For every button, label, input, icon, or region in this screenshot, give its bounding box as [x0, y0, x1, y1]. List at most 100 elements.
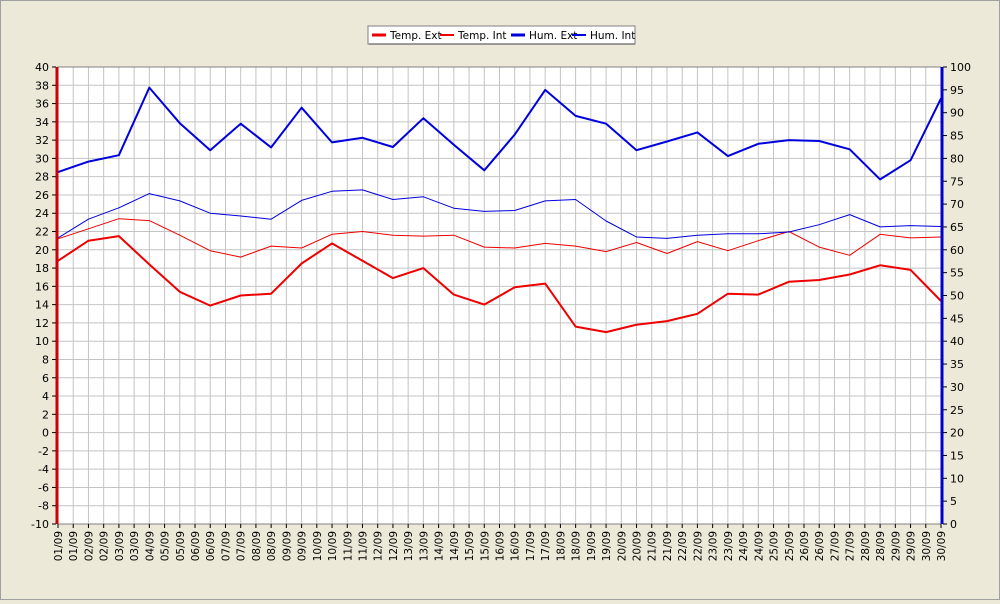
x-tick-label: 10/09 [312, 531, 324, 561]
x-tick-label: 23/09 [708, 531, 720, 561]
x-tick-label: 23/09 [723, 531, 735, 561]
y2-tick-label: 100 [950, 61, 971, 74]
x-tick-label: 19/09 [586, 531, 598, 561]
y2-tick-label: 15 [950, 449, 964, 462]
x-tick-label: 30/09 [936, 531, 948, 561]
x-tick-label: 13/09 [403, 531, 415, 561]
y-tick-label: 34 [35, 116, 49, 129]
y2-tick-label: 90 [950, 107, 964, 120]
y2-tick-label: 50 [950, 290, 964, 303]
x-tick-label: 28/09 [860, 531, 872, 561]
y2-tick-label: 65 [950, 221, 964, 234]
y-tick-label: 12 [35, 317, 49, 330]
y2-tick-label: 0 [950, 518, 957, 531]
x-tick-label: 11/09 [357, 531, 369, 561]
y-tick-label: 40 [35, 61, 49, 74]
y-tick-label: 6 [42, 372, 49, 385]
y-tick-label: 14 [35, 299, 49, 312]
x-tick-label: 08/09 [266, 531, 278, 561]
x-tick-label: 04/09 [144, 531, 156, 561]
x-tick-label: 02/09 [99, 531, 111, 561]
x-tick-label: 26/09 [814, 531, 826, 561]
y-tick-label: 16 [35, 280, 49, 293]
y-tick-label: -4 [38, 463, 49, 476]
x-tick-label: 17/09 [540, 531, 552, 561]
x-tick-label: 01/09 [53, 531, 65, 561]
y2-tick-label: 85 [950, 130, 964, 143]
y-tick-label: 18 [35, 262, 49, 275]
y2-tick-label: 10 [950, 472, 964, 485]
x-tick-label: 29/09 [906, 531, 918, 561]
legend-label-temp-ext: Temp. Ext [389, 30, 442, 42]
y-tick-label: 24 [35, 207, 49, 220]
y2-tick-label: 55 [950, 267, 964, 280]
x-tick-label: 27/09 [829, 531, 841, 561]
y-tick-label: 28 [35, 171, 49, 184]
y2-tick-label: 60 [950, 244, 964, 257]
y2-tick-label: 20 [950, 427, 964, 440]
x-tick-label: 29/09 [890, 531, 902, 561]
x-tick-label: 08/09 [251, 531, 263, 561]
x-tick-label: 24/09 [753, 531, 765, 561]
x-tick-label: 22/09 [677, 531, 689, 561]
x-tick-label: 07/09 [220, 531, 232, 561]
y-tick-label: 26 [35, 189, 49, 202]
y-tick-label: 30 [35, 152, 49, 165]
x-tick-label: 09/09 [297, 531, 309, 561]
y-tick-label: 36 [35, 98, 49, 111]
y2-tick-label: 70 [950, 198, 964, 211]
x-tick-label: 25/09 [784, 531, 796, 561]
x-tick-label: 24/09 [738, 531, 750, 561]
x-tick-label: 27/09 [845, 531, 857, 561]
x-tick-label: 14/09 [434, 531, 446, 561]
y-tick-label: 10 [35, 335, 49, 348]
x-tick-label: 16/09 [510, 531, 522, 561]
x-tick-label: 21/09 [662, 531, 674, 561]
legend-label-hum-int: Hum. Int [590, 30, 635, 42]
y-tick-label: -8 [38, 500, 49, 513]
y-tick-label: 20 [35, 244, 49, 257]
x-tick-label: 15/09 [479, 531, 491, 561]
x-tick-label: 16/09 [495, 531, 507, 561]
y2-tick-label: 5 [950, 495, 957, 508]
y-tick-label: 22 [35, 226, 49, 239]
y2-tick-label: 35 [950, 358, 964, 371]
y-tick-label: 38 [35, 79, 49, 92]
x-tick-label: 09/09 [281, 531, 293, 561]
x-tick-label: 26/09 [799, 531, 811, 561]
y-tick-label: 32 [35, 134, 49, 147]
y2-tick-label: 25 [950, 404, 964, 417]
y-tick-label: -10 [31, 518, 49, 531]
x-tick-label: 21/09 [647, 531, 659, 561]
x-tick-label: 06/09 [205, 531, 217, 561]
x-tick-label: 20/09 [632, 531, 644, 561]
x-tick-label: 30/09 [921, 531, 933, 561]
x-tick-label: 13/09 [418, 531, 430, 561]
x-tick-label: 07/09 [236, 531, 248, 561]
legend-label-hum-ext: Hum. Ext [529, 30, 577, 42]
x-tick-label: 01/09 [68, 531, 80, 561]
y2-tick-label: 30 [950, 381, 964, 394]
x-tick-label: 22/09 [692, 531, 704, 561]
y-tick-label: 8 [42, 353, 49, 366]
x-tick-label: 25/09 [769, 531, 781, 561]
x-tick-label: 19/09 [601, 531, 613, 561]
y-tick-label: 4 [42, 390, 49, 403]
x-tick-label: 03/09 [114, 531, 126, 561]
x-tick-label: 12/09 [388, 531, 400, 561]
y-tick-label: 0 [42, 427, 49, 440]
x-tick-label: 10/09 [327, 531, 339, 561]
x-tick-label: 05/09 [175, 531, 187, 561]
x-tick-label: 20/09 [616, 531, 628, 561]
x-tick-label: 03/09 [129, 531, 141, 561]
y2-tick-label: 75 [950, 175, 964, 188]
y-tick-label: -6 [38, 481, 49, 494]
x-tick-label: 15/09 [464, 531, 476, 561]
x-tick-label: 14/09 [449, 531, 461, 561]
x-tick-label: 28/09 [875, 531, 887, 561]
y2-tick-label: 80 [950, 152, 964, 165]
y2-tick-label: 40 [950, 335, 964, 348]
